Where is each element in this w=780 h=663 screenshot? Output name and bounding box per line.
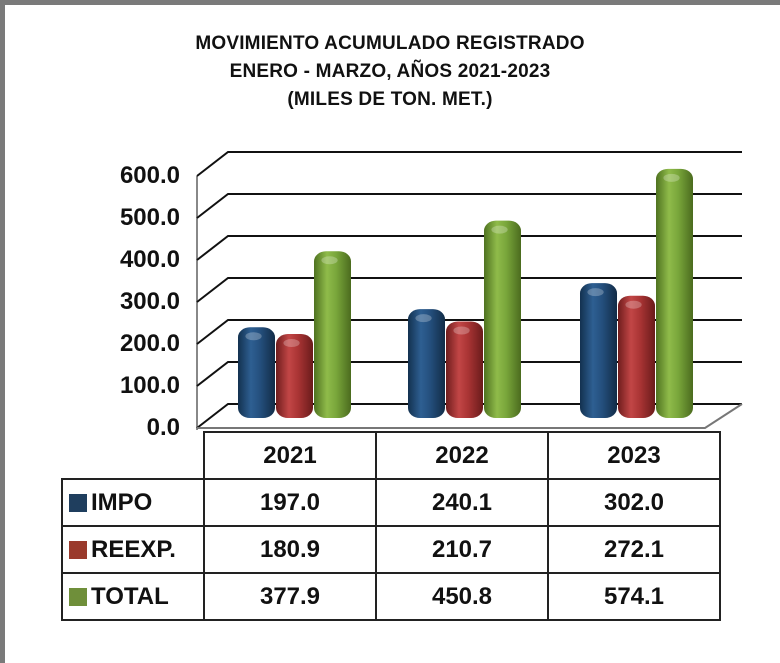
data-table-header-row: 2021 2022 2023 <box>62 431 721 480</box>
bars <box>238 168 693 418</box>
bar-total-2023 <box>656 168 693 418</box>
y-tick-300: 300.0 <box>119 288 180 315</box>
window-frame-top <box>0 0 780 5</box>
bar-reexp-2022 <box>446 321 483 418</box>
table-row: TOTAL 377.9 450.8 574.1 <box>61 572 721 621</box>
bar-impo-2022 <box>408 309 445 418</box>
row-label-total: TOTAL <box>91 582 169 610</box>
table-row: REEXP. 180.9 210.7 272.1 <box>61 525 721 574</box>
chart-title-line2: ENERO - MARZO, AÑOS 2021-2023 <box>229 61 551 82</box>
table-cell: 210.7 <box>375 525 549 574</box>
chart-title: MOVIMIENTO ACUMULADO REGISTRADO ENERO - … <box>0 30 780 114</box>
y-tick-400: 400.0 <box>119 246 180 273</box>
table-cell: 377.9 <box>203 572 377 621</box>
row-label-reexp: REEXP. <box>91 535 176 563</box>
table-cell: 272.1 <box>547 525 721 574</box>
column-header-2022: 2022 <box>375 431 549 480</box>
row-label-impo: IMPO <box>91 488 153 516</box>
legend-swatch-reexp-icon <box>69 540 87 559</box>
table-cell: 180.9 <box>203 525 377 574</box>
column-header-2023: 2023 <box>547 431 721 480</box>
bar-impo-2023 <box>580 283 617 418</box>
y-tick-600: 600.0 <box>119 162 180 189</box>
bar-total-2022 <box>484 220 521 418</box>
bar-total-2021 <box>314 251 351 418</box>
data-table: 2021 2022 2023 IMPO 197.0 240.1 302.0 RE… <box>61 431 721 621</box>
chart-title-line3: (MILES DE TON. MET.) <box>287 89 493 110</box>
table-cell: 574.1 <box>547 572 721 621</box>
gridlines <box>196 151 743 430</box>
chart-title-line1: MOVIMIENTO ACUMULADO REGISTRADO <box>195 33 585 54</box>
column-header-2021: 2021 <box>203 431 377 480</box>
table-cell: 450.8 <box>375 572 549 621</box>
y-tick-200: 200.0 <box>119 330 180 357</box>
bar-impo-2021 <box>238 327 275 418</box>
table-cell: 197.0 <box>203 478 377 527</box>
legend-swatch-total-icon <box>69 587 87 606</box>
bar-reexp-2021 <box>276 334 313 418</box>
table-cell: 240.1 <box>375 478 549 527</box>
y-tick-500: 500.0 <box>119 204 180 231</box>
legend-swatch-impo-icon <box>69 493 87 512</box>
table-row: IMPO 197.0 240.1 302.0 <box>61 478 721 527</box>
y-tick-100: 100.0 <box>119 372 180 399</box>
window-frame-left <box>0 0 5 663</box>
table-cell: 302.0 <box>547 478 721 527</box>
bar-reexp-2023 <box>618 295 655 418</box>
